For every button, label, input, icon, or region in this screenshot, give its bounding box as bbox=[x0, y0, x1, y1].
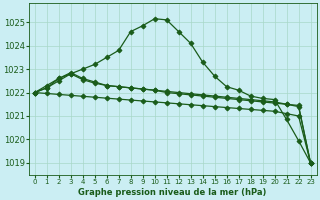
X-axis label: Graphe pression niveau de la mer (hPa): Graphe pression niveau de la mer (hPa) bbox=[78, 188, 267, 197]
